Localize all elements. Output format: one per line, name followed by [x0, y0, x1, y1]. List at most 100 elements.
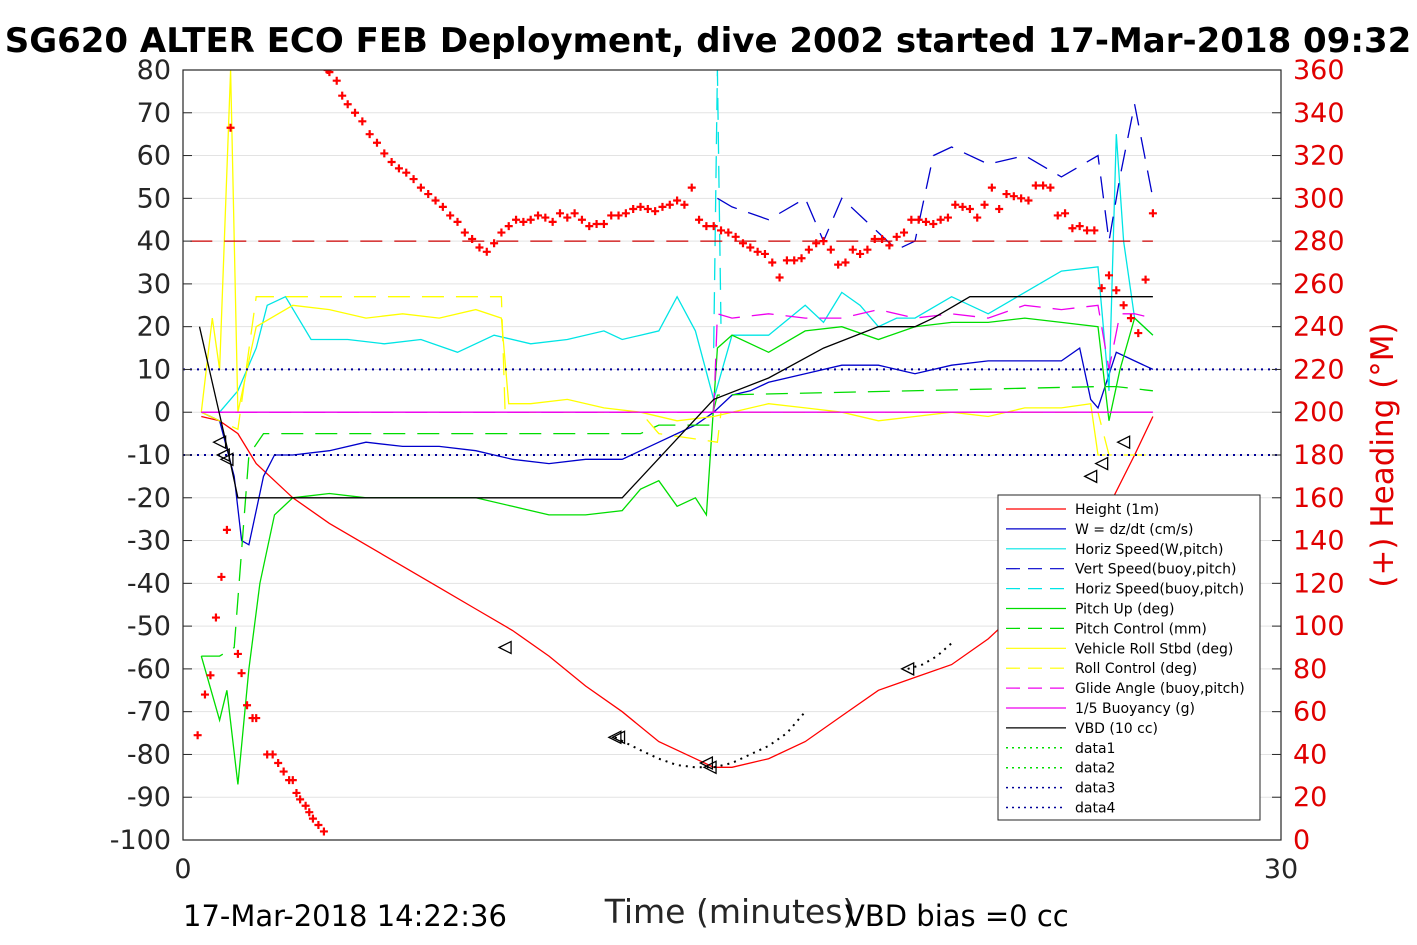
series-line-glide-angle-buoy-pitch [201, 304, 1154, 413]
heading-point [394, 164, 403, 173]
right-tick-label: 140 [1293, 526, 1345, 557]
heading-point [1112, 286, 1121, 295]
left-tick-label: -30 [127, 526, 171, 557]
event-marker [497, 640, 512, 655]
heading-point [673, 196, 682, 205]
legend-label: W = dz/dt (cm/s) [1075, 522, 1194, 538]
right-tick-label: 200 [1293, 397, 1345, 428]
heading-point [1053, 211, 1062, 220]
heading-point [592, 220, 601, 228]
legend-label: Pitch Control (mm) [1075, 621, 1207, 637]
heading-point [1119, 301, 1128, 310]
right-axis-label: (+) Heading (°M) [1365, 322, 1401, 587]
heading-point [301, 801, 310, 810]
heading-point [319, 827, 328, 836]
heading-point [555, 209, 564, 218]
heading-point [841, 258, 850, 267]
series-line-vert-speed-buoy-pitch [717, 104, 1154, 251]
heading-point [1148, 209, 1157, 218]
legend-label: Roll Control (deg) [1075, 661, 1197, 677]
legend-label: data2 [1075, 761, 1115, 777]
heading-point [351, 108, 360, 117]
event-marker [611, 730, 626, 745]
heading-point [768, 258, 777, 267]
heading-point [680, 200, 689, 209]
heading-point [226, 123, 235, 132]
legend-label: 1/5 Buoyancy (g) [1075, 701, 1195, 717]
legend-label: data4 [1075, 801, 1116, 817]
heading-point [217, 572, 226, 581]
heading-point [497, 228, 506, 237]
right-tick-label: 40 [1293, 739, 1327, 770]
left-tick-label: -100 [110, 825, 171, 856]
heading-point [702, 222, 711, 231]
heading-point [607, 211, 616, 220]
heading-point [870, 234, 879, 243]
heading-point [243, 701, 252, 710]
series-line-data4 [907, 642, 953, 670]
footer-timestamp: 17-Mar-2018 14:22:36 [183, 899, 507, 933]
heading-point [980, 200, 989, 209]
series-line-vehicle-roll-stbd-deg [200, 70, 1106, 456]
left-tick-label: 80 [137, 55, 171, 86]
heading-point [1075, 222, 1084, 231]
left-tick-label: 10 [137, 354, 171, 385]
heading-point [724, 228, 733, 237]
heading-point [1097, 284, 1106, 293]
right-tick-label: 180 [1293, 440, 1345, 471]
heading-point [504, 222, 513, 231]
heading-point [288, 776, 297, 785]
left-tick-label: 30 [137, 269, 171, 300]
heading-point [416, 183, 425, 192]
legend-label: data1 [1075, 741, 1115, 757]
heading-point [1002, 190, 1011, 199]
heading-point [892, 232, 901, 241]
heading-point [1068, 224, 1077, 233]
x-tick-label: 30 [1264, 854, 1298, 885]
heading-point [643, 205, 652, 214]
right-tick-label: 100 [1293, 611, 1345, 642]
right-tick-label: 240 [1293, 312, 1345, 343]
x-axis-ticks: 0 30 [174, 854, 1298, 885]
heading-point [193, 731, 202, 740]
legend-label: VBD (10 cc) [1075, 721, 1158, 737]
heading-point [1061, 209, 1070, 218]
heading-point [621, 209, 630, 218]
heading-point [534, 211, 543, 220]
footer-vbd-bias: VBD bias =0 cc [845, 899, 1069, 933]
heading-point [431, 196, 440, 205]
series-line-pitch-up-deg [200, 316, 1154, 785]
event-marker [1083, 469, 1098, 484]
heading-point [438, 202, 447, 211]
heading-point [826, 245, 835, 254]
heading-point [233, 649, 242, 658]
heading-point [834, 260, 843, 269]
series-line-height-1m [201, 415, 1154, 768]
heading-point [614, 211, 623, 220]
heading-point [296, 795, 305, 804]
heading-point [512, 215, 521, 224]
heading-point [526, 215, 535, 224]
heading-point [206, 671, 215, 680]
heading-point [268, 750, 277, 759]
heading-point [1017, 194, 1026, 203]
heading-point [1031, 181, 1040, 190]
heading-point [1141, 275, 1150, 284]
left-tick-label: 50 [137, 183, 171, 214]
heading-point [252, 714, 261, 723]
legend-label: Height (1m) [1075, 502, 1159, 518]
heading-point [332, 76, 341, 85]
heading-point [819, 237, 828, 246]
heading-point [292, 788, 301, 797]
legend-label: Glide Angle (buoy,pitch) [1075, 681, 1245, 697]
heading-point [973, 213, 982, 222]
heading-point [943, 213, 952, 222]
heading-point [848, 245, 857, 254]
heading-point [343, 100, 352, 109]
heading-point [709, 222, 718, 231]
heading-point [929, 220, 938, 228]
heading-point [1039, 181, 1048, 190]
event-marker [702, 760, 717, 775]
heading-point [468, 234, 477, 243]
heading-point [460, 228, 469, 237]
